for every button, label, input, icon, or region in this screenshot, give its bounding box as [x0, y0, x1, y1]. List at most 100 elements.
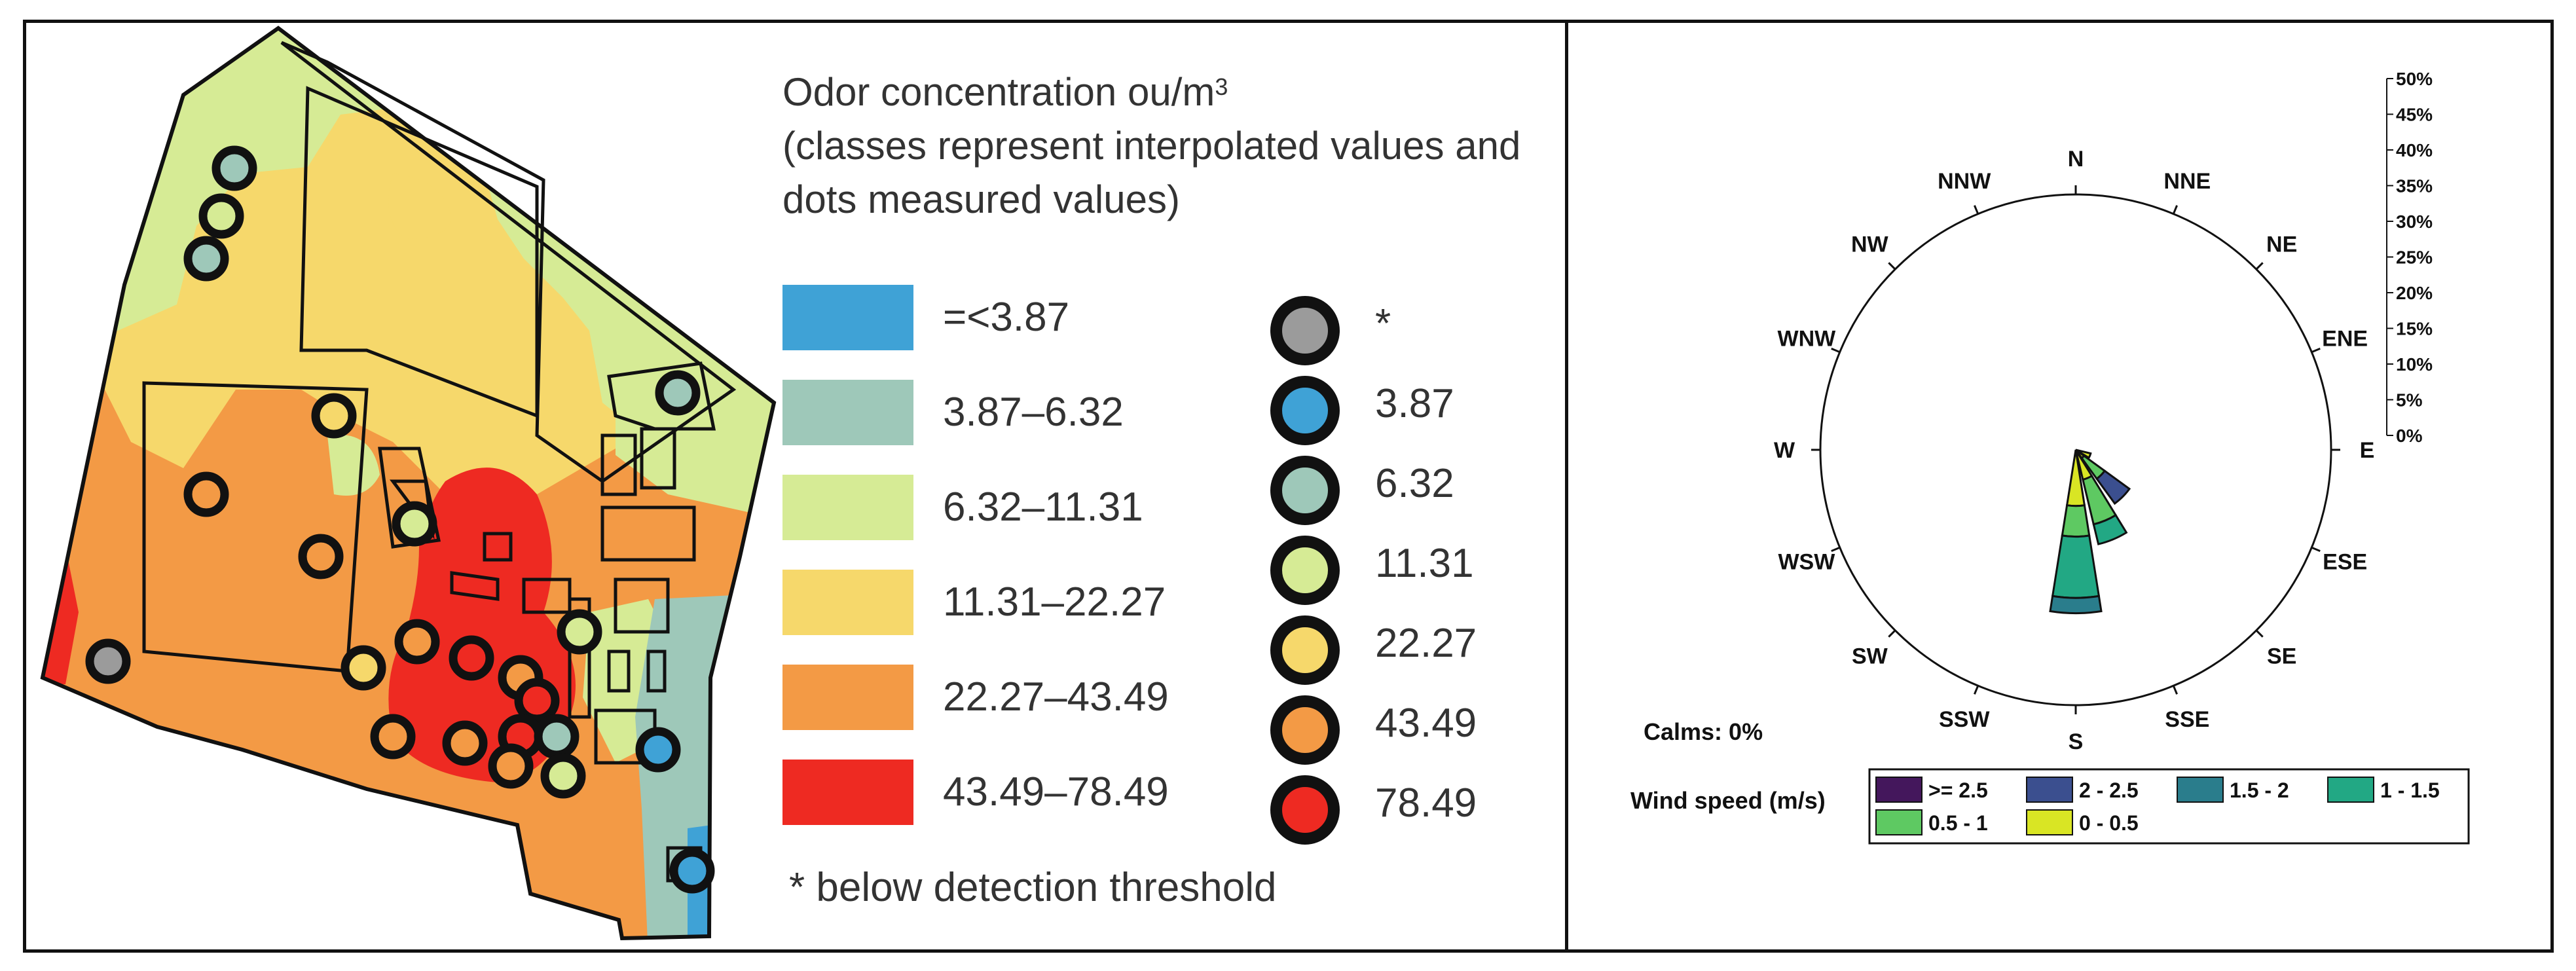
measurement-dot [655, 370, 701, 416]
measurement-dot [311, 393, 357, 439]
direction-label: S [2069, 729, 2084, 754]
wind-rose-panel: N NNE NE ENE E ESE SE SSE S SSW SW WSW W WNW NW NNW 50%… [1565, 20, 2554, 953]
scale-label: 20% [2396, 283, 2433, 303]
measurement-dot [442, 720, 488, 766]
direction-label: NNW [1938, 169, 1991, 194]
measurement-dot [85, 638, 131, 684]
scale-label: 30% [2396, 211, 2433, 232]
direction-label: NE [2266, 232, 2297, 257]
rose-sector-band [2049, 595, 2103, 615]
measurement-dot [370, 714, 416, 760]
direction-label: WNW [1777, 327, 1836, 352]
measurement-dot [340, 645, 386, 691]
measurement-dot [635, 727, 681, 773]
measurement-dot [534, 714, 580, 760]
class-swatch [782, 285, 913, 350]
direction-tick [2311, 348, 2321, 354]
speed-swatch [2327, 777, 2374, 803]
class-swatch [782, 475, 913, 540]
direction-tick [1831, 546, 1841, 552]
scale-label: 5% [2396, 390, 2423, 411]
speed-swatch [2026, 777, 2073, 803]
footnote: * below detection threshold [789, 865, 1277, 910]
direction-tick [1888, 262, 1896, 270]
legend-dot [1270, 456, 1340, 525]
measurement-dot [212, 145, 257, 191]
speed-label: 1 - 1.5 [2380, 779, 2440, 802]
speed-label: >= 2.5 [1928, 779, 1988, 802]
scale-label: 40% [2396, 140, 2433, 160]
measurement-dot [514, 678, 560, 724]
legend-dot [1270, 695, 1340, 765]
measurement-dot [183, 236, 229, 282]
rose-sector-band [2051, 534, 2101, 599]
legend-title-line2: (classes represent interpolated values a… [782, 124, 1521, 168]
dot-label: 22.27 [1375, 621, 1477, 666]
legend-title-superscript: 3 [1215, 73, 1228, 100]
speed-label: 0 - 0.5 [2079, 811, 2139, 835]
rose-sector-band [2095, 469, 2131, 505]
measurement-dot [392, 501, 437, 547]
class-label: 43.49–78.49 [943, 769, 1169, 815]
speed-label: 1.5 - 2 [2230, 779, 2289, 802]
calms-label: Calms: 0% [1644, 718, 1763, 745]
dot-label: 6.32 [1375, 461, 1454, 506]
class-swatch [782, 665, 913, 730]
direction-label: ESE [2323, 549, 2367, 574]
direction-tick [1888, 629, 1896, 638]
measurement-dot [394, 619, 440, 665]
direction-label: SSE [2165, 707, 2209, 732]
odor-concentration-map [40, 26, 777, 941]
class-label: 6.32–11.31 [943, 485, 1143, 530]
rose-sector-band [2075, 449, 2092, 460]
measurement-dot [557, 609, 602, 655]
dot-label: 43.49 [1375, 701, 1477, 746]
percent-scale: 50% 45% 40% 35% 30% 25% 20% 15% 10% 5% 0% [2386, 69, 2433, 446]
legend-dot [1270, 296, 1340, 365]
measurement-dot [298, 534, 344, 579]
odor-map-panel: Odor concentration ou/m3 (classes repres… [23, 20, 1568, 953]
direction-tick [1974, 205, 1979, 215]
class-label: 22.27–43.49 [943, 674, 1169, 720]
rose-sector-band [2092, 513, 2128, 545]
direction-tick [2255, 262, 2264, 270]
legend-dot [1270, 376, 1340, 445]
wind-speed-title: Wind speed (m/s) [1630, 787, 1826, 814]
measurement-dot [198, 193, 244, 239]
wind-rose: N NNE NE ENE E ESE SE SSE S SSW SW WSW W WNW NW NNW 50%… [1630, 69, 2470, 845]
measurement-dots [85, 145, 715, 894]
dot-label: 3.87 [1375, 381, 1454, 426]
direction-label: SSW [1939, 707, 1990, 732]
scale-label: 50% [2396, 69, 2433, 89]
direction-tick [2255, 629, 2264, 638]
legend-dot [1270, 536, 1340, 605]
scale-label: 10% [2396, 354, 2433, 375]
class-label: 11.31–22.27 [943, 579, 1166, 625]
speed-swatch [2177, 777, 2224, 803]
direction-label: NW [1851, 232, 1889, 257]
direction-tick [1974, 685, 1979, 695]
class-label: =<3.87 [943, 295, 1070, 340]
direction-label: WSW [1778, 549, 1835, 574]
speed-swatch [2026, 809, 2073, 835]
measurement-dot [540, 753, 586, 799]
legend-dot [1270, 615, 1340, 685]
scale-label: 0% [2396, 426, 2423, 446]
measurement-dot [449, 635, 494, 681]
speed-label: 2 - 2.5 [2079, 779, 2139, 802]
class-label: 3.87–6.32 [943, 390, 1124, 435]
legend-title-line3: dots measured values) [782, 177, 1180, 221]
dot-label: 78.49 [1375, 780, 1477, 826]
direction-label: ENE [2322, 327, 2368, 352]
rose-layer: N NNE NE ENE E ESE SE SSE S SSW SW WSW W WNW NW NNW [1774, 147, 2374, 754]
scale-label: 35% [2396, 176, 2433, 196]
legend-title: Odor concentration ou/m3 (classes repres… [782, 65, 1536, 227]
direction-label: E [2360, 438, 2375, 463]
class-swatch [782, 760, 913, 825]
direction-tick [1831, 348, 1841, 354]
scale-label: 45% [2396, 105, 2433, 125]
direction-label: SE [2267, 644, 2296, 669]
legend-dot [1270, 775, 1340, 845]
speed-legend: >= 2.5 2 - 2.5 1.5 - 2 1 - 1.5 0.5 - 1 0 - 0.… [1875, 777, 2440, 835]
dot-label: * [1375, 301, 1391, 346]
